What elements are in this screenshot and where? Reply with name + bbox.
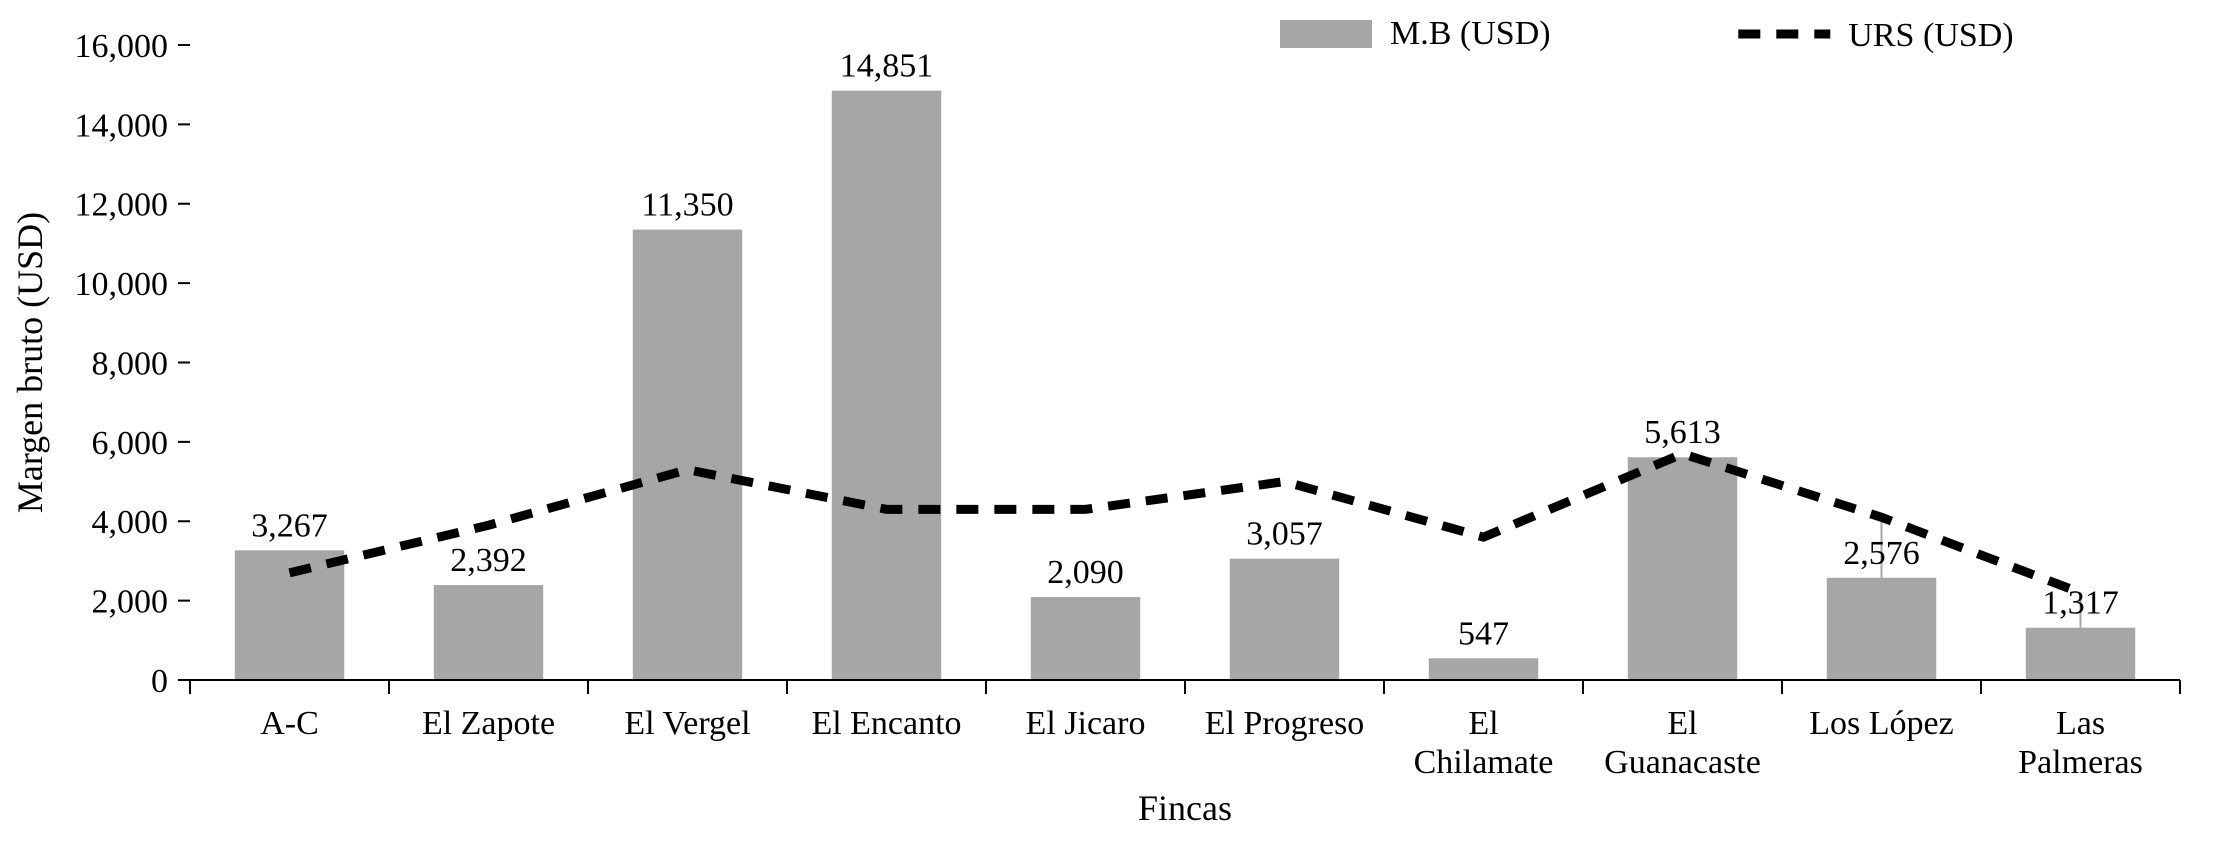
legend-swatch-bar — [1280, 20, 1372, 48]
bar-value-label: 3,267 — [251, 507, 328, 544]
x-tick-label: El Vergel — [624, 705, 750, 742]
y-tick-label: 4,000 — [92, 504, 169, 541]
bar — [1230, 559, 1339, 680]
chart-container: 3,267 2,392 11,350 14,851 2,090 3,057 547 5,613… — [0, 0, 2228, 861]
x-tick-label: El Zapote — [422, 705, 555, 742]
x-tick-label: Los López — [1809, 705, 1953, 742]
x-tick-label: El Encanto — [811, 705, 961, 742]
margen-bruto-chart: 3,267 2,392 11,350 14,851 2,090 3,057 547 5,613… — [0, 0, 2228, 861]
y-tick-label: 16,000 — [75, 28, 169, 65]
bar-value-label: 5,613 — [1644, 414, 1721, 451]
bar — [1031, 597, 1140, 680]
bar-value-label: 3,057 — [1246, 516, 1323, 553]
bar-value-label: 547 — [1458, 615, 1509, 652]
bar — [1429, 658, 1538, 680]
y-tick-label: 2,000 — [92, 584, 169, 621]
x-tick-label: El Jicaro — [1026, 705, 1146, 742]
bar — [633, 230, 742, 680]
y-tick-label: 10,000 — [75, 266, 169, 303]
bar — [1628, 457, 1737, 680]
bar — [1827, 578, 1936, 680]
y-axis-title: Margen bruto (USD) — [10, 212, 50, 513]
y-tick-label: 12,000 — [75, 187, 169, 224]
y-tick-label: 0 — [151, 663, 168, 700]
bar-value-label: 2,090 — [1047, 554, 1124, 591]
legend-label: M.B (USD) — [1390, 15, 1551, 52]
bar — [832, 91, 941, 680]
bar-value-label: 2,392 — [450, 542, 527, 579]
bar-value-label: 2,576 — [1843, 535, 1920, 572]
legend-label: URS (USD) — [1848, 17, 2013, 54]
bar-value-label: 11,350 — [641, 187, 733, 224]
x-axis-title: Fincas — [1138, 788, 1232, 828]
x-tick-label: El Progreso — [1205, 705, 1365, 742]
bar-value-label: 1,317 — [2042, 585, 2119, 622]
y-tick-label: 14,000 — [75, 107, 169, 144]
bar — [434, 585, 543, 680]
bar-value-label: 14,851 — [840, 48, 934, 85]
x-tick-label: A-C — [260, 705, 319, 742]
y-tick-label: 6,000 — [92, 425, 169, 462]
y-tick-label: 8,000 — [92, 345, 169, 382]
bar — [2026, 628, 2135, 680]
